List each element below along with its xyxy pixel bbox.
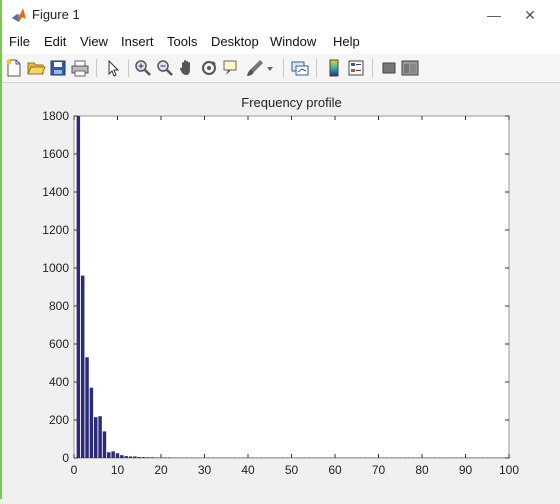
menu-edit[interactable]: Edit [44, 34, 66, 49]
x-tick-label: 100 [499, 463, 519, 477]
matlab-logo-icon [11, 7, 27, 23]
pan-hand-icon[interactable] [177, 58, 197, 78]
x-tick-label: 40 [241, 463, 255, 477]
figure-canvas: 0 200 400 600 800 1000 1200 1400 1600 1800 0 10 20 3… [2, 83, 560, 499]
x-tick-label: 80 [415, 463, 429, 477]
brush-dropdown-chevron-down-icon[interactable] [264, 58, 276, 78]
bar-16 [142, 457, 145, 458]
x-tick-label: 70 [372, 463, 386, 477]
rotate-3d-icon[interactable] [199, 58, 219, 78]
y-tick-label: 400 [49, 375, 69, 389]
x-tick-label: 10 [111, 463, 125, 477]
menu-tools[interactable]: Tools [167, 34, 197, 49]
y-tick-label: 0 [62, 451, 69, 465]
bar-11 [120, 455, 123, 458]
bar-2 [81, 276, 84, 458]
bar-18 [151, 457, 154, 458]
insert-legend-icon[interactable] [346, 58, 366, 78]
new-figure-icon[interactable] [4, 58, 24, 78]
y-tick-label: 1600 [42, 147, 69, 161]
y-tick-label: 1200 [42, 223, 69, 237]
bar-9 [111, 451, 114, 458]
menu-help[interactable]: Help [333, 34, 360, 49]
bar-12 [124, 456, 127, 458]
zoom-in-icon[interactable] [133, 58, 153, 78]
bar-8 [107, 452, 110, 458]
bar-19 [155, 457, 158, 458]
axes-background [74, 116, 509, 458]
menu-file[interactable]: File [9, 34, 30, 49]
data-cursor-icon[interactable] [221, 58, 241, 78]
x-tick-label: 90 [459, 463, 473, 477]
menu-bar: File Edit View Insert Tools Desktop Wind… [2, 30, 560, 54]
chart-title: Frequency profile [241, 95, 341, 110]
print-figure-icon[interactable] [70, 58, 90, 78]
y-tick-label: 1800 [42, 109, 69, 123]
x-tick-label: 50 [285, 463, 299, 477]
show-plot-tools-icon[interactable] [400, 58, 420, 78]
menu-view[interactable]: View [80, 34, 108, 49]
toolbar-separator [372, 59, 373, 77]
toolbar-separator [96, 59, 97, 77]
edit-plot-icon[interactable] [103, 58, 123, 78]
save-figure-icon[interactable] [48, 58, 68, 78]
x-tick-label: 30 [198, 463, 212, 477]
bar-14 [133, 456, 136, 458]
window-title: Figure 1 [32, 7, 80, 22]
x-tick-label: 0 [71, 463, 78, 477]
y-tick-label: 1000 [42, 261, 69, 275]
minimize-button[interactable]: — [483, 4, 505, 26]
insert-colorbar-icon[interactable] [324, 58, 344, 78]
brush-icon[interactable] [245, 58, 265, 78]
y-tick-label: 1400 [42, 185, 69, 199]
link-plot-icon[interactable] [290, 58, 310, 78]
y-tick-label: 800 [49, 299, 69, 313]
toolbar-separator [283, 59, 284, 77]
bar-5 [94, 417, 97, 458]
bar-17 [146, 457, 149, 458]
x-tick-label: 20 [154, 463, 168, 477]
menu-window[interactable]: Window [270, 34, 316, 49]
bar-21 [164, 457, 167, 458]
bar-15 [138, 457, 141, 458]
y-tick-label: 600 [49, 337, 69, 351]
bar-13 [129, 456, 132, 458]
bar-4 [90, 388, 93, 458]
zoom-out-icon[interactable] [155, 58, 175, 78]
menu-desktop[interactable]: Desktop [211, 34, 259, 49]
bar-1 [77, 116, 80, 458]
bar-7 [103, 431, 106, 458]
open-file-icon[interactable] [26, 58, 46, 78]
bar-6 [98, 416, 101, 458]
toolbar-separator [316, 59, 317, 77]
menu-insert[interactable]: Insert [121, 34, 154, 49]
x-tick-label: 60 [328, 463, 342, 477]
bar-22 [168, 457, 171, 458]
frequency-profile-chart[interactable]: 0 200 400 600 800 1000 1200 1400 1600 1800 0 10 20 3… [2, 83, 560, 499]
bar-3 [85, 357, 88, 458]
y-tick-label: 200 [49, 413, 69, 427]
hide-plot-tools-icon[interactable] [379, 58, 399, 78]
close-button[interactable]: ✕ [519, 4, 541, 26]
toolbar-separator [128, 59, 129, 77]
figure-toolbar [2, 54, 560, 83]
title-bar: Figure 1 — ✕ [2, 0, 560, 30]
